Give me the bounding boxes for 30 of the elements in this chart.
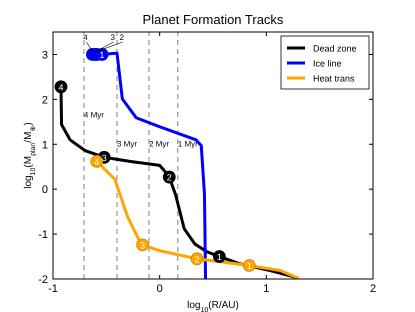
annotation: 3 [110,33,116,42]
x-tick-label: 2 [370,283,376,295]
annotation: 1 [216,252,222,262]
ref-line-label: 1 Myr [178,140,198,149]
y-tick-label: 1 [42,139,48,152]
annotation: 4 [58,82,64,92]
annotation: 3 [102,152,107,163]
chart-title: Planet Formation Tracks [142,12,284,27]
y-tick-label: 0 [42,184,48,196]
y-tick-label: 3 [42,49,48,62]
legend-label: Dead zone [313,44,357,54]
ref-line-label: 4 Myr [84,110,104,120]
annotation: 3 [140,240,146,250]
annotation: 4 [94,156,100,167]
y-tick-label: 2 [42,94,48,106]
annotation: 2 [166,172,172,183]
x-axis-title: log$_{10}$(R/AU) [187,300,239,312]
ref-line-label: 2 Myr [149,140,170,149]
annotation: 1 [100,50,105,60]
x-tick-label: 1 [263,283,270,295]
legend-label: Heat trans [313,74,356,84]
annotation: 2 [120,33,125,42]
ref-line-label: 3 Myr [117,140,138,149]
annotation: 2 [194,254,200,264]
legend-label: Ice line [313,58,342,68]
y-tick-label: -1 [38,229,48,242]
y-tick-label: -2 [38,274,48,286]
annotation: 1 [246,261,252,272]
x-tick-label: 0 [156,283,163,295]
annotation: 4 [83,33,88,42]
